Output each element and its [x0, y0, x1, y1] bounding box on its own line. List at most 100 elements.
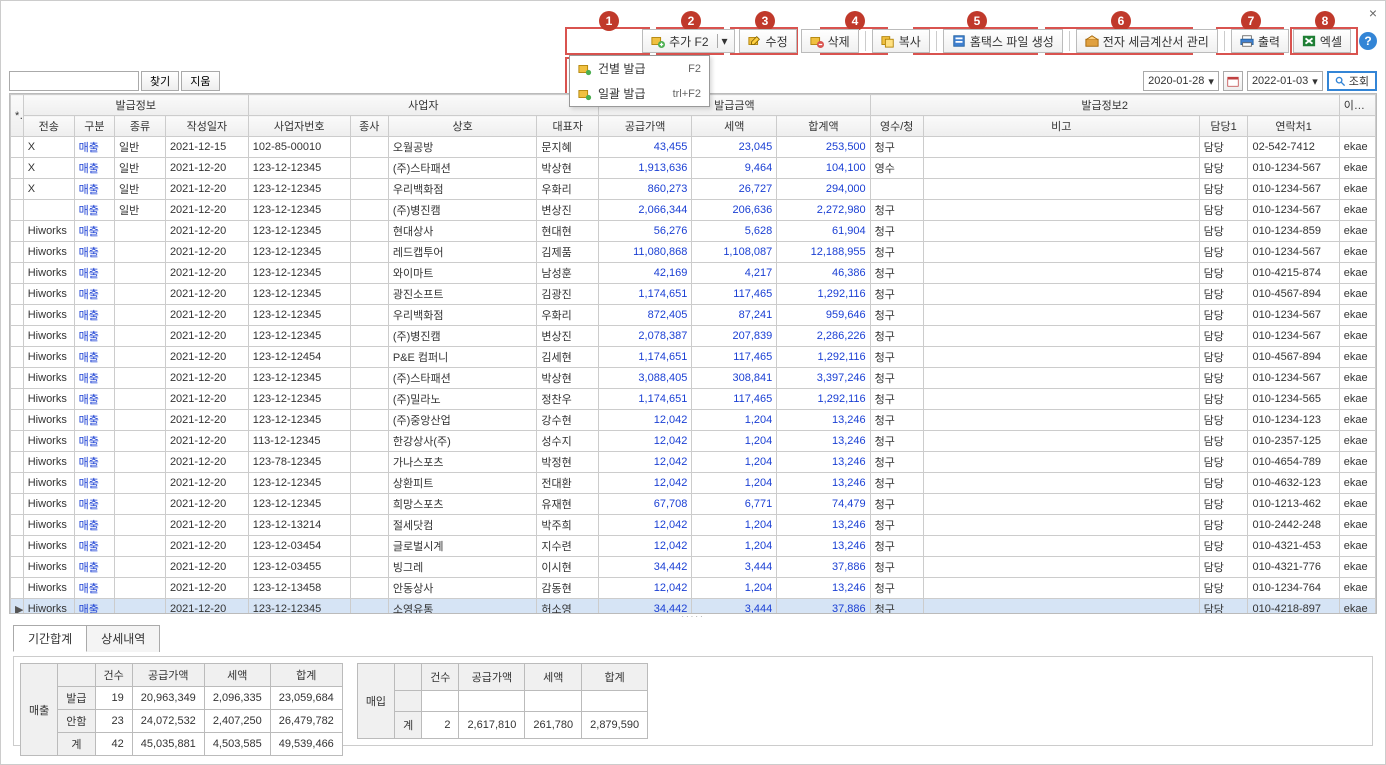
table-cell[interactable]: 5,628 [692, 221, 777, 242]
table-cell[interactable]: 청구 [870, 221, 923, 242]
table-cell[interactable]: 34,442 [598, 599, 691, 615]
table-cell[interactable]: 010-4567-894 [1248, 347, 1339, 368]
copy-button[interactable]: 복사 [872, 29, 930, 53]
table-cell[interactable]: 담당 [1199, 431, 1248, 452]
table-cell[interactable]: 성수지 [537, 431, 599, 452]
table-cell[interactable] [350, 473, 388, 494]
table-cell[interactable]: 청구 [870, 473, 923, 494]
group-header[interactable]: 발급정보2 [870, 95, 1339, 116]
table-cell[interactable]: 2021-12-20 [165, 473, 248, 494]
table-cell[interactable] [11, 368, 24, 389]
tab-period-total[interactable]: 기간합계 [13, 625, 87, 652]
delete-button[interactable]: 삭제 [801, 29, 859, 53]
table-cell[interactable]: 123-12-12345 [248, 305, 350, 326]
table-cell[interactable]: ekae [1339, 305, 1375, 326]
table-cell[interactable]: 12,042 [598, 410, 691, 431]
table-cell[interactable]: 청구 [870, 347, 923, 368]
table-cell[interactable] [11, 263, 24, 284]
table-cell[interactable]: ▶ [11, 599, 24, 615]
table-cell[interactable]: (주)중앙산업 [388, 410, 537, 431]
table-cell[interactable]: 123-12-12345 [248, 179, 350, 200]
table-cell[interactable]: 1,204 [692, 578, 777, 599]
etax-button[interactable]: 전자 세금계산서 관리 [1076, 29, 1218, 53]
table-cell[interactable]: 청구 [870, 326, 923, 347]
table-cell[interactable]: 37,886 [777, 557, 870, 578]
table-cell[interactable]: ekae [1339, 431, 1375, 452]
table-cell[interactable]: 2021-12-20 [165, 221, 248, 242]
table-cell[interactable]: ekae [1339, 515, 1375, 536]
table-cell[interactable]: 절세닷컴 [388, 515, 537, 536]
table-cell[interactable]: 46,386 [777, 263, 870, 284]
table-cell[interactable] [115, 305, 166, 326]
table-cell[interactable]: Hiworks [23, 536, 74, 557]
table-cell[interactable]: 123-12-12345 [248, 326, 350, 347]
table-cell[interactable]: 청구 [870, 389, 923, 410]
table-cell[interactable] [350, 347, 388, 368]
table-cell[interactable]: 담당 [1199, 242, 1248, 263]
table-cell[interactable]: ekae [1339, 410, 1375, 431]
table-row[interactable]: Hiworks매출2021-12-20123-12-12345와이마트남성훈42… [11, 263, 1376, 284]
table-cell[interactable] [350, 200, 388, 221]
table-cell[interactable]: 117,465 [692, 347, 777, 368]
table-cell[interactable]: 안동상사 [388, 578, 537, 599]
table-cell[interactable] [923, 389, 1199, 410]
table-cell[interactable] [350, 431, 388, 452]
table-cell[interactable] [923, 494, 1199, 515]
table-cell[interactable] [923, 431, 1199, 452]
table-cell[interactable]: 일반 [115, 158, 166, 179]
table-cell[interactable] [11, 305, 24, 326]
table-cell[interactable]: 010-1234-567 [1248, 158, 1339, 179]
table-cell[interactable] [350, 515, 388, 536]
table-cell[interactable]: 매출 [74, 200, 114, 221]
table-cell[interactable] [11, 326, 24, 347]
table-cell[interactable]: 2,066,344 [598, 200, 691, 221]
data-grid[interactable]: * 발급정보 사업자 발급금액 발급정보2 이메일1 전송 구분 종류 작성일자… [9, 93, 1377, 614]
table-cell[interactable]: 1,292,116 [777, 284, 870, 305]
table-cell[interactable] [115, 515, 166, 536]
table-cell[interactable]: 3,444 [692, 557, 777, 578]
table-cell[interactable]: 희망스포츠 [388, 494, 537, 515]
table-cell[interactable]: 010-1234-567 [1248, 305, 1339, 326]
table-cell[interactable]: 123-12-12454 [248, 347, 350, 368]
table-cell[interactable] [870, 179, 923, 200]
table-cell[interactable]: 43,455 [598, 137, 691, 158]
table-cell[interactable]: 한강상사(주) [388, 431, 537, 452]
table-cell[interactable] [350, 242, 388, 263]
table-cell[interactable]: 청구 [870, 557, 923, 578]
col-header[interactable]: 상호 [388, 116, 537, 137]
table-cell[interactable]: 가나스포츠 [388, 452, 537, 473]
table-cell[interactable]: 청구 [870, 599, 923, 615]
table-cell[interactable]: Hiworks [23, 557, 74, 578]
table-cell[interactable]: Hiworks [23, 410, 74, 431]
table-cell[interactable]: 매출 [74, 284, 114, 305]
table-cell[interactable]: 청구 [870, 305, 923, 326]
table-cell[interactable]: 담당 [1199, 326, 1248, 347]
table-cell[interactable]: 13,246 [777, 452, 870, 473]
table-cell[interactable]: 61,904 [777, 221, 870, 242]
table-cell[interactable]: ekae [1339, 494, 1375, 515]
table-cell[interactable]: 23,045 [692, 137, 777, 158]
table-cell[interactable]: 1,174,651 [598, 347, 691, 368]
dropdown-item-batch[interactable]: 일괄 발급 trl+F2 [570, 81, 709, 106]
table-cell[interactable]: 117,465 [692, 389, 777, 410]
table-cell[interactable]: Hiworks [23, 368, 74, 389]
table-cell[interactable] [11, 452, 24, 473]
table-cell[interactable]: 1,204 [692, 515, 777, 536]
table-cell[interactable] [115, 557, 166, 578]
table-cell[interactable]: 117,465 [692, 284, 777, 305]
table-cell[interactable]: 우리백화점 [388, 305, 537, 326]
table-cell[interactable]: 13,246 [777, 578, 870, 599]
table-cell[interactable]: 남성훈 [537, 263, 599, 284]
group-header[interactable]: 발급정보 [23, 95, 248, 116]
table-cell[interactable] [350, 557, 388, 578]
table-cell[interactable]: Hiworks [23, 221, 74, 242]
table-cell[interactable] [11, 200, 24, 221]
table-cell[interactable]: 담당 [1199, 473, 1248, 494]
table-cell[interactable] [923, 578, 1199, 599]
table-cell[interactable]: 오월공방 [388, 137, 537, 158]
table-cell[interactable]: 담당 [1199, 578, 1248, 599]
table-cell[interactable] [115, 326, 166, 347]
table-cell[interactable]: 청구 [870, 137, 923, 158]
table-cell[interactable]: 123-12-12345 [248, 410, 350, 431]
table-cell[interactable]: 13,246 [777, 473, 870, 494]
